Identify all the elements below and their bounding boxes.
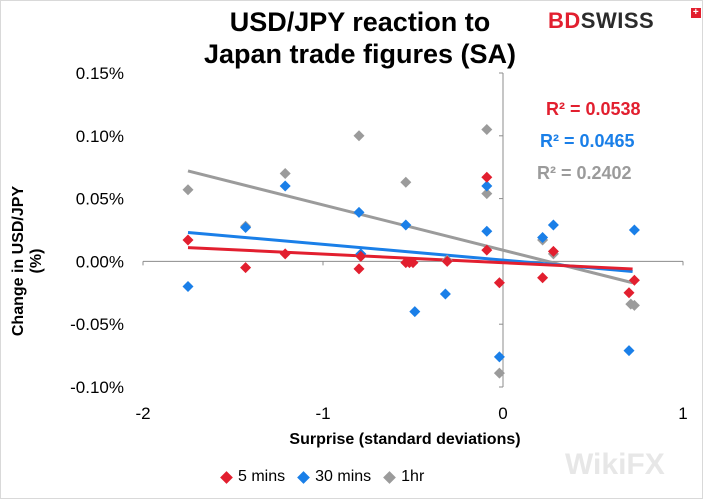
data-point-30-mins [547,219,559,231]
y-tick-label: -0.05% [70,315,124,334]
y-tick-label: -0.10% [70,378,124,397]
data-point-30-mins [409,306,421,318]
data-point-30-mins [439,288,451,300]
data-point-5-mins [628,274,640,286]
data-point-1hr [481,124,493,136]
data-point-30-mins [628,224,640,236]
data-point-5-mins [547,245,559,257]
legend-item-5-mins: 5 mins [220,468,286,486]
watermark-logo: WikiFX [565,448,665,481]
data-point-30-mins [400,219,412,231]
y-tick-label: 0.00% [76,252,124,271]
data-point-30-mins [481,180,493,192]
y-tick-label: 0.05% [76,190,124,209]
r2-label-5-mins: R² = 0.0538 [546,99,641,119]
brand-logo-part1: BD [548,8,581,33]
data-point-5-mins [353,263,365,275]
data-point-5-mins [240,262,252,274]
data-point-30-mins [353,206,365,218]
data-point-5-mins [441,255,453,267]
y-tick-label: 0.15% [76,64,124,83]
r2-label-1hr: R² = 0.2402 [537,163,632,183]
data-point-1hr [353,130,365,142]
brand-logo: BDSWISS + [548,8,701,34]
legend-diamond-icon [220,470,233,484]
legend-label-5-mins: 5 mins [238,468,286,485]
data-point-5-mins [623,287,635,299]
brand-logo-part2: SWISS [580,8,655,33]
x-tick-label: -2 [135,404,150,423]
data-point-5-mins [407,257,419,269]
data-point-30-mins [537,232,549,244]
data-point-5-mins [355,250,367,262]
data-point-30-mins [623,345,635,357]
x-axis-label: Surprise (standard deviations) [289,431,521,448]
data-point-5-mins [182,234,194,246]
legend-label-1hr: 1hr [401,468,425,485]
chart-legend: 5 mins 30 mins 1hr [220,465,438,489]
chart-title-line2: Japan trade figures (SA) [203,39,517,69]
r2-label-30-mins: R² = 0.0465 [540,131,635,151]
data-point-1hr [628,299,640,311]
data-point-5-mins [481,171,493,183]
data-point-1hr [400,176,412,188]
data-point-30-mins [493,351,505,363]
y-axis-label: Change in USD/JPY (%) [10,185,45,337]
data-point-30-mins [481,225,493,237]
chart-title: USD/JPY reaction to Japan trade figures … [150,6,570,70]
x-tick-label: -1 [315,404,330,423]
data-point-5-mins [537,272,549,284]
data-point-30-mins [240,221,252,233]
x-tick-label: 0 [498,404,507,423]
chart-title-line1: USD/JPY reaction to [229,7,491,37]
data-point-5-mins [481,244,493,256]
legend-diamond-icon [297,470,310,484]
data-point-30-mins [279,180,291,192]
data-point-5-mins [493,277,505,289]
data-point-5-mins [279,248,291,260]
legend-label-30-mins: 30 mins [315,468,372,485]
data-point-30-mins [182,281,194,293]
data-point-1hr [182,184,194,196]
data-point-1hr [279,167,291,179]
legend-diamond-icon [383,470,397,484]
brand-logo-plus-icon: + [691,7,701,18]
data-point-1hr [493,367,505,379]
legend-item-30-mins: 30 mins [297,468,372,486]
legend-item-1hr: 1hr [383,468,425,486]
x-tick-label: 1 [678,404,687,423]
y-tick-label: 0.10% [76,127,124,146]
data-point-1hr [481,188,493,200]
